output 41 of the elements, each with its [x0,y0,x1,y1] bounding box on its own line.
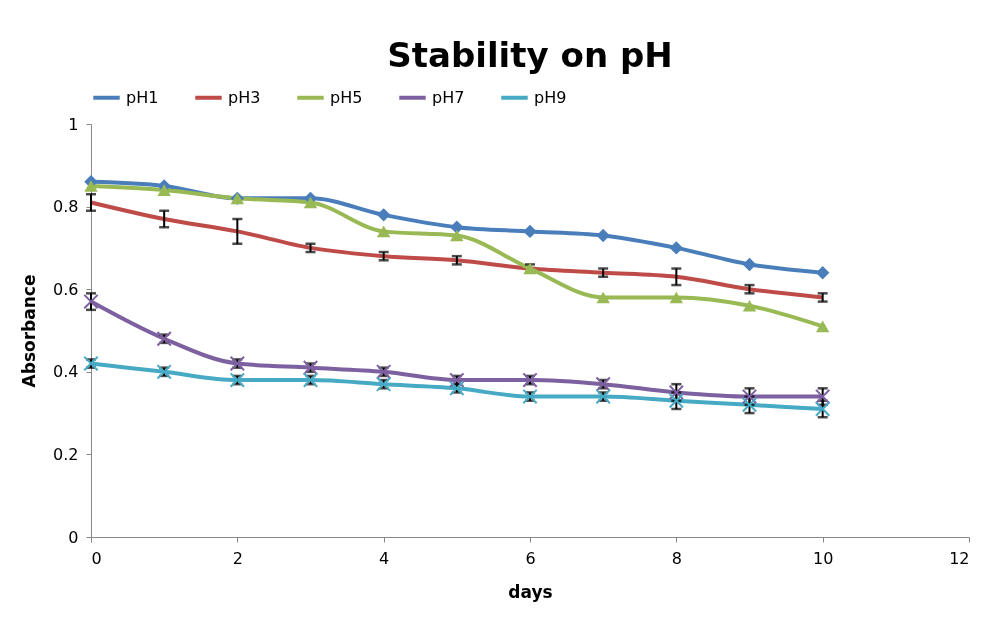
point [669,291,684,304]
chart-title: Stability on pH [387,35,673,75]
x-tick-label: 0 [91,548,102,568]
y-tick-label: 0 [68,527,79,547]
point [83,293,99,310]
x-tick-label: 12 [949,548,970,568]
point [742,257,757,272]
x-axis-title: days [508,581,553,602]
point [596,291,610,304]
point [83,355,99,372]
point [450,229,464,242]
point [742,299,757,312]
x-tick-label: 10 [812,548,834,568]
x-tick-label: 2 [232,548,243,568]
y-tick-label: 0.8 [53,197,79,217]
point [815,265,830,280]
point [669,241,684,255]
y-tick-label: 0.6 [53,279,79,299]
point [303,196,318,209]
y-axis-title: Absorbance [19,274,40,388]
y-tick-label: 0.4 [53,362,79,382]
point [815,320,830,333]
point [157,184,171,196]
point [596,228,610,243]
point [84,180,98,192]
x-tick-label: 4 [379,548,390,568]
y-tick-label: 0.2 [53,444,79,464]
x-tick-label: 8 [671,548,682,568]
legend-label: pH5 [330,87,363,107]
point [523,262,537,275]
point [523,224,537,239]
legend-label: pH9 [534,87,567,107]
legend-label: pH7 [432,87,465,107]
point [376,208,391,222]
line-series [89,200,825,300]
point [450,220,464,234]
point [376,225,391,238]
legend-label: pH1 [126,87,159,107]
y-tick-label: 1 [68,114,79,134]
x-tick-label: 6 [525,548,536,568]
legend-label: pH3 [228,87,261,107]
